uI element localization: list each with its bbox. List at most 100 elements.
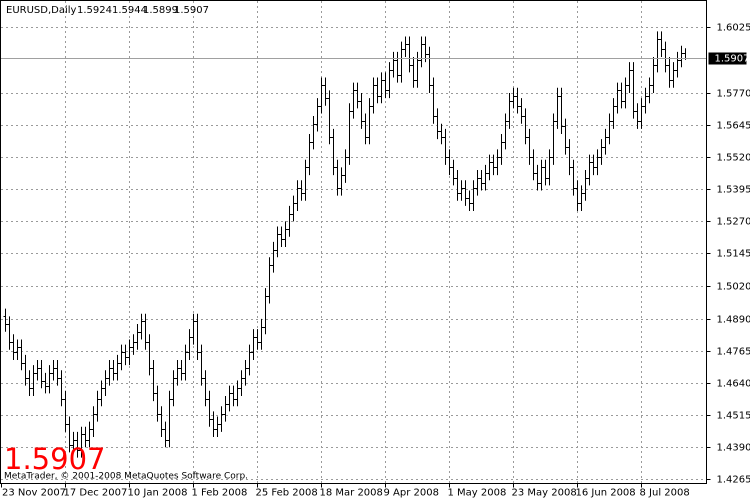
ohlc-bar bbox=[483, 164, 488, 191]
ohlc-bar bbox=[487, 154, 492, 181]
ohlc-bar bbox=[271, 241, 276, 273]
ohlc-bar bbox=[587, 154, 592, 186]
ohlc-bar bbox=[339, 167, 344, 196]
ohlc-bar bbox=[467, 190, 472, 212]
ohlc-bar bbox=[639, 98, 644, 129]
ohlc-bar bbox=[643, 87, 648, 114]
ohlc-bar bbox=[59, 370, 64, 407]
ohlc-bar bbox=[71, 431, 76, 453]
ohlc-bar bbox=[23, 354, 28, 386]
ohlc-bar bbox=[343, 149, 348, 183]
ohlc-bar bbox=[99, 380, 104, 407]
ohlc-bar bbox=[187, 329, 192, 360]
ohlc-bar bbox=[627, 62, 632, 93]
ohlc-bar bbox=[75, 431, 80, 458]
ohlc-bar bbox=[119, 344, 124, 371]
ohlc-bar bbox=[427, 46, 432, 93]
x-tick-label: 18 Mar 2008 bbox=[320, 488, 383, 499]
ohlc-bar bbox=[7, 316, 12, 350]
ohlc-bar bbox=[139, 313, 144, 340]
ohlc-bar bbox=[407, 36, 412, 73]
ohlc-bar bbox=[651, 56, 656, 93]
ohlc-bar bbox=[251, 329, 256, 360]
ohlc-bar bbox=[143, 313, 148, 350]
x-tick-label: 10 Jan 2008 bbox=[128, 488, 188, 499]
ohlc-bar bbox=[115, 354, 120, 381]
ohlc-bar bbox=[323, 77, 328, 106]
ohlc-bar bbox=[311, 116, 316, 150]
ohlc-bar bbox=[315, 98, 320, 132]
ohlc-bar bbox=[39, 359, 44, 389]
ohlc-bar bbox=[363, 113, 368, 145]
ohlc-bar bbox=[455, 169, 460, 201]
ohlc-bar bbox=[375, 77, 380, 104]
ohlc-bar bbox=[599, 139, 604, 165]
ohlc-bar bbox=[151, 359, 156, 402]
ohlc-bar bbox=[231, 385, 236, 407]
ohlc-bar bbox=[351, 82, 356, 119]
ohlc-bar bbox=[611, 98, 616, 129]
ohlc-bar bbox=[591, 154, 596, 176]
ohlc-bar bbox=[679, 45, 684, 68]
header-open: 1.5924 bbox=[77, 5, 112, 16]
ohlc-bar bbox=[83, 426, 88, 448]
header-low: 1.5899 bbox=[143, 5, 178, 16]
ohlc-bar bbox=[603, 128, 608, 155]
ohlc-bar bbox=[131, 334, 136, 355]
ohlc-bar bbox=[259, 318, 264, 350]
ohlc-bar bbox=[3, 308, 8, 332]
ohlc-bar bbox=[279, 226, 284, 248]
ohlc-bar bbox=[303, 159, 308, 201]
ohlc-bar bbox=[191, 313, 196, 345]
ohlc-bar bbox=[579, 185, 584, 212]
ohlc-bar bbox=[459, 180, 464, 201]
header-high: 1.5944 bbox=[112, 5, 147, 16]
ohlc-bar bbox=[379, 72, 384, 104]
ohlc-bar bbox=[647, 77, 652, 104]
ohlc-bar bbox=[631, 62, 636, 119]
bars bbox=[1, 31, 707, 458]
ohlc-bar bbox=[299, 180, 304, 201]
ohlc-bar bbox=[111, 359, 116, 381]
ohlc-bar bbox=[423, 36, 428, 63]
ohlc-bar bbox=[283, 221, 288, 248]
ohlc-bar bbox=[499, 134, 504, 165]
y-tick-label: 1.5020 bbox=[717, 282, 750, 293]
ohlc-bar bbox=[491, 154, 496, 176]
x-tick-label: 9 Apr 2008 bbox=[384, 488, 439, 499]
ohlc-bar bbox=[47, 365, 52, 394]
current-price-box bbox=[708, 52, 747, 65]
ohlc-bar bbox=[255, 329, 260, 350]
ohlc-bar bbox=[475, 169, 480, 196]
ohlc-bar bbox=[619, 82, 624, 109]
ohlc-bar bbox=[367, 98, 372, 145]
ohlc-bar bbox=[535, 164, 540, 191]
ohlc-bar bbox=[31, 365, 36, 396]
ohlc-bar bbox=[227, 385, 232, 412]
ohlc-bar bbox=[595, 149, 600, 176]
ohlc-bar bbox=[583, 169, 588, 201]
y-tick-label: 1.5520 bbox=[717, 153, 750, 164]
ohlc-bar bbox=[527, 128, 532, 165]
x-tick-label: 25 Feb 2008 bbox=[256, 488, 318, 499]
ohlc-bar bbox=[559, 87, 564, 135]
ohlc-bar bbox=[171, 370, 176, 407]
ohlc-bar bbox=[195, 313, 200, 360]
ohlc-bar bbox=[243, 359, 248, 386]
x-tick-label: 17 Dec 2007 bbox=[64, 488, 128, 499]
x-tick-label: 23 May 2008 bbox=[512, 488, 577, 499]
ohlc-bar bbox=[163, 421, 168, 448]
ohlc-bar bbox=[675, 51, 680, 78]
ohlc-bar bbox=[575, 180, 580, 212]
y-tick-label: 1.4515 bbox=[717, 411, 750, 422]
ohlc-bar bbox=[419, 36, 424, 68]
grid bbox=[1, 1, 707, 484]
ohlc-bar bbox=[327, 90, 332, 145]
ohlc-bar bbox=[523, 108, 528, 145]
ohlc-bar bbox=[11, 334, 16, 360]
ohlc-bar bbox=[123, 344, 128, 366]
ohlc-bar bbox=[307, 134, 312, 176]
ohlc-bar bbox=[663, 41, 668, 73]
y-tick-label: 1.4640 bbox=[717, 379, 750, 390]
